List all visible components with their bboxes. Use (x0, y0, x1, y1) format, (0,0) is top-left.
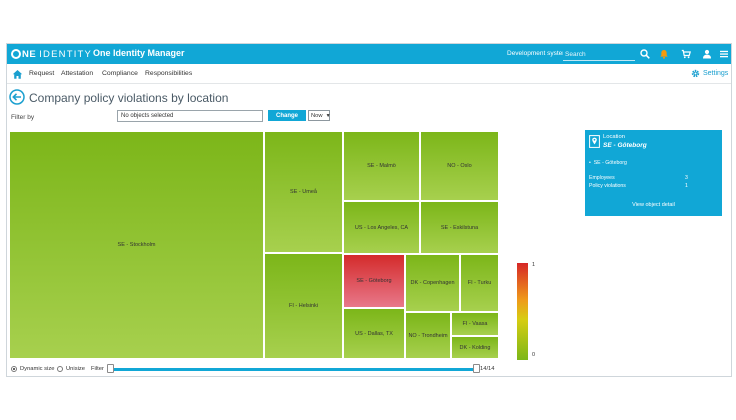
bell-icon[interactable] (658, 48, 670, 60)
treemap-cell-label: SE - Umeå (290, 189, 317, 195)
treemap-cell-label: DK - Copenhagen (410, 280, 455, 286)
menu-icon[interactable] (718, 48, 730, 60)
unisize-label: Unisize (66, 366, 86, 372)
slider-handle-min[interactable] (106, 364, 114, 373)
nav-item-attestation[interactable]: Attestation (61, 70, 94, 77)
treemap: SE - Stockholm SE - Umeå SE - Malmö NO -… (9, 131, 501, 359)
logo[interactable]: NE IDENTITY (11, 48, 92, 60)
nav-item-responsibilities[interactable]: Responsibilities (145, 70, 193, 77)
dynamic-size-label: Dynamic size (20, 366, 55, 372)
treemap-cell-label: SE - Göteborg (356, 278, 392, 284)
app-window: NE IDENTITY One Identity Manager Develop… (6, 43, 732, 377)
search-input[interactable] (563, 48, 635, 61)
treemap-cell-label: FI - Helsinki (288, 303, 319, 309)
search-icon[interactable] (639, 48, 651, 60)
treemap-cell[interactable]: FI - Vaasa (451, 312, 499, 336)
treemap-cell[interactable]: US - Dallas, TX (343, 308, 405, 359)
detail-type-label: Location (603, 134, 625, 140)
treemap-cell[interactable]: SE - Eskilstuna (420, 201, 499, 254)
treemap-cell-label: DK - Kolding (459, 344, 491, 351)
treemap-cell[interactable]: DK - Kolding (451, 336, 499, 359)
treemap-cell-selected[interactable]: SE - Göteborg (343, 254, 405, 308)
view-object-detail-link[interactable]: View object detail (632, 202, 675, 208)
treemap-cell-label: NO - Trondheim (408, 332, 448, 339)
location-pin-icon (589, 135, 600, 153)
user-icon[interactable] (701, 48, 713, 60)
back-arrow-icon[interactable] (9, 89, 25, 110)
filter-input[interactable]: No objects selected (117, 110, 263, 122)
settings-label: Settings (703, 70, 729, 77)
treemap-cell-label: SE - Stockholm (117, 242, 156, 248)
treemap-cell[interactable]: FI - Turku (460, 254, 499, 312)
treemap-cell-label: FI - Vaasa (462, 321, 488, 327)
page-title: Company policy violations by location (29, 91, 229, 105)
detail-bullet-item: • SE - Göteborg (589, 160, 627, 166)
detail-bullet-text: SE - Göteborg (593, 160, 627, 166)
environment-label: Development system (507, 50, 568, 57)
legend-min-label: 0 (532, 352, 536, 358)
filter-by-label: Filter by (11, 114, 35, 121)
app-title: One Identity Manager (93, 48, 185, 58)
filter-count: 14/14 (480, 366, 495, 372)
home-icon[interactable] (12, 67, 23, 85)
cart-icon[interactable] (680, 48, 692, 60)
treemap-cell[interactable]: NO - Trondheim (405, 312, 451, 359)
color-legend-bar (517, 263, 528, 360)
detail-row-violations: Policy violations 1 (589, 183, 689, 189)
treemap-cell[interactable]: FI - Helsinki (264, 253, 343, 359)
employees-label: Employees (589, 175, 615, 181)
filter-slider-label: Filter (91, 366, 104, 372)
treemap-cell[interactable]: SE - Malmö (343, 131, 420, 201)
detail-name: SE - Göteborg (603, 142, 647, 149)
treemap-cell[interactable]: SE - Stockholm (9, 131, 264, 359)
logo-one: NE (22, 48, 37, 60)
time-select-value: Now (311, 112, 323, 119)
filter-slider-track[interactable] (110, 368, 476, 371)
treemap-cell[interactable]: NO - Oslo (420, 131, 499, 201)
chevron-down-icon: ▼ (325, 112, 331, 119)
slider-handle-max[interactable] (472, 364, 480, 373)
radio-selected-icon (11, 366, 17, 372)
detail-card: Location SE - Göteborg • SE - Göteborg E… (585, 130, 722, 216)
violations-label: Policy violations (589, 183, 626, 189)
treemap-cell[interactable]: DK - Copenhagen (405, 254, 460, 312)
employees-value: 3 (685, 175, 688, 181)
treemap-cell-label: US - Los Angeles, CA (354, 224, 409, 231)
dynamic-size-radio[interactable]: Dynamic size (11, 366, 54, 372)
radio-unselected-icon (57, 366, 63, 372)
logo-o-icon (11, 49, 21, 59)
top-bar: NE IDENTITY One Identity Manager Develop… (7, 44, 731, 64)
treemap-cell[interactable]: US - Los Angeles, CA (343, 201, 420, 254)
settings-button[interactable]: Settings (691, 69, 728, 78)
logo-identity: IDENTITY (39, 48, 93, 60)
gear-icon (691, 69, 700, 78)
treemap-cell[interactable]: SE - Umeå (264, 131, 343, 253)
legend-max-label: 1 (532, 262, 536, 268)
change-button[interactable]: Change (268, 110, 306, 121)
treemap-cell-label: SE - Malmö (367, 163, 396, 169)
time-select[interactable]: Now ▼ (308, 110, 331, 121)
nav-bar: Request Attestation Compliance Responsib… (7, 64, 731, 84)
treemap-cell-label: NO - Oslo (447, 163, 472, 169)
detail-row-employees: Employees 3 (589, 175, 689, 181)
violations-value: 1 (685, 183, 688, 189)
treemap-cell-label: US - Dallas, TX (355, 330, 393, 337)
nav-item-request[interactable]: Request (29, 70, 55, 77)
unisize-radio[interactable]: Unisize (57, 366, 85, 372)
treemap-cell-label: SE - Eskilstuna (440, 224, 479, 231)
treemap-cell-label: FI - Turku (467, 280, 492, 286)
nav-item-compliance[interactable]: Compliance (102, 70, 138, 77)
